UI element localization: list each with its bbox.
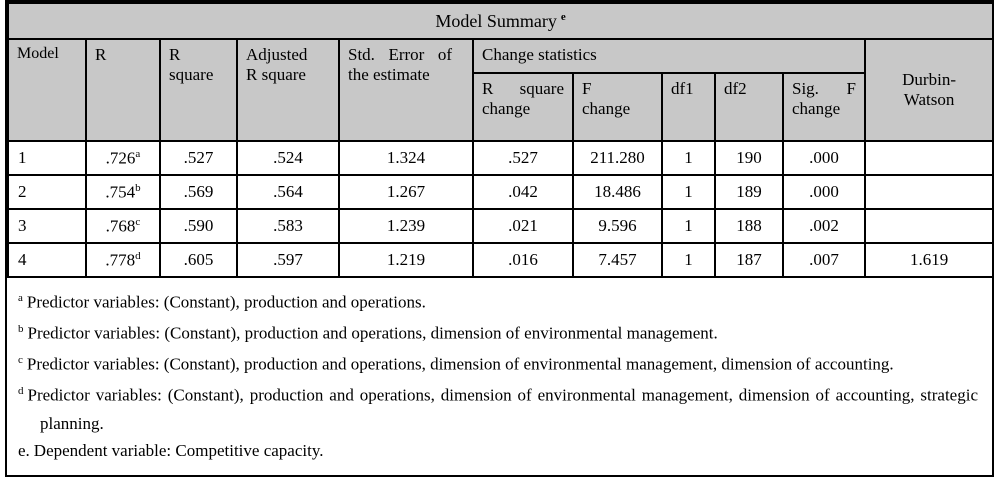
header-sig-f-change: Sig. F change <box>782 72 866 142</box>
cell-adjusted-r-square: .583 <box>236 208 340 244</box>
cell-r: .726a <box>85 140 161 176</box>
cell-std-error: 1.219 <box>338 242 474 278</box>
footnote-c-text: Predictor variables: (Constant), product… <box>26 354 894 374</box>
cell-sig-f-change: .002 <box>782 208 866 244</box>
header-adjusted-r-square: Adjusted R square <box>236 38 340 142</box>
header-r-square: R square <box>159 38 238 142</box>
cell-df2: 190 <box>714 140 784 176</box>
cell-r-square: .605 <box>159 242 238 278</box>
header-r-square-change: R square change <box>472 72 574 142</box>
cell-std-error: 1.267 <box>338 174 474 210</box>
footnotes-section: a Predictor variables: (Constant), produc… <box>7 278 992 465</box>
cell-df1: 1 <box>661 174 716 210</box>
table-title-text: Model Summary <box>435 10 557 31</box>
table-title-superscript: e <box>560 10 566 23</box>
predictor-footnote-ref: a <box>135 147 141 160</box>
predictor-footnote-ref: c <box>135 215 141 228</box>
header-band-row: Model R R square Adjusted R square Std. … <box>7 38 995 142</box>
cell-std-error: 1.324 <box>338 140 474 176</box>
predictor-footnote-ref: b <box>135 181 141 194</box>
cell-df2: 187 <box>714 242 784 278</box>
cell-df1: 1 <box>661 208 716 244</box>
cell-model: 4 <box>7 242 87 278</box>
footnote-a-text: Predictor variables: (Constant), product… <box>26 292 426 312</box>
cell-durbin-watson: 1.619 <box>863 242 995 278</box>
title-row: Model Summary e <box>6 2 995 40</box>
cell-r-square-change: .042 <box>472 174 574 210</box>
table-row: 1 .726a .527 .524 1.324 .527 211.280 1 1… <box>7 140 995 176</box>
header-std-error: Std. Error of the estimate <box>338 38 474 142</box>
header-model: Model <box>7 38 87 142</box>
cell-r: .754b <box>85 174 161 210</box>
footnote-e: e. Dependent variable: Competitive capaci… <box>18 437 978 465</box>
header-subrow: R square change F change df1 df2 Sig. F … <box>8 72 993 142</box>
cell-f-change: 9.596 <box>572 208 663 244</box>
footnote-e-text: Dependent variable: Competitive capacity… <box>33 441 324 461</box>
footnote-b: b Predictor variables: (Constant), produc… <box>18 316 978 347</box>
cell-std-error: 1.239 <box>338 208 474 244</box>
header-change-statistics: Change statistics <box>472 38 866 74</box>
cell-adjusted-r-square: .524 <box>236 140 340 176</box>
cell-adjusted-r-square: .564 <box>236 174 340 210</box>
cell-r: .778d <box>85 242 161 278</box>
cell-df2: 189 <box>714 174 784 210</box>
footnote-b-marker: b <box>18 323 24 336</box>
model-summary-table: Model Summary e Model R R square Adjusted… <box>6 2 995 278</box>
footnote-d: d Predictor variables: (Constant), produc… <box>18 378 978 437</box>
cell-model: 3 <box>7 208 87 244</box>
footnote-b-text: Predictor variables: (Constant), product… <box>27 323 718 343</box>
cell-durbin-watson <box>863 174 995 210</box>
header-df1: df1 <box>661 72 716 142</box>
cell-df1: 1 <box>661 140 716 176</box>
footnote-e-marker: e. <box>18 441 30 461</box>
cell-f-change: 7.457 <box>572 242 663 278</box>
table-row: 4 .778d .605 .597 1.219 .016 7.457 1 187… <box>7 242 995 278</box>
header-durbin-watson: Durbin-Watson <box>863 38 995 142</box>
header-f-change: F change <box>572 72 663 142</box>
cell-model: 2 <box>7 174 87 210</box>
cell-r-square: .569 <box>159 174 238 210</box>
cell-r-square-change: .021 <box>472 208 574 244</box>
cell-durbin-watson <box>863 140 995 176</box>
predictor-footnote-ref: d <box>135 249 141 262</box>
cell-sig-f-change: .000 <box>782 174 866 210</box>
cell-sig-f-change: .007 <box>782 242 866 278</box>
cell-df2: 188 <box>714 208 784 244</box>
footnote-a-marker: a <box>18 292 23 304</box>
cell-durbin-watson <box>863 208 995 244</box>
footnote-c-marker: c <box>18 354 23 367</box>
cell-f-change: 18.486 <box>572 174 663 210</box>
cell-df1: 1 <box>661 242 716 278</box>
table-outer-frame: Model Summary e Model R R square Adjusted… <box>5 0 995 477</box>
footnote-d-marker: d <box>18 385 24 398</box>
cell-model: 1 <box>7 140 87 176</box>
cell-f-change: 211.280 <box>572 140 663 176</box>
footnote-a: a Predictor variables: (Constant), produc… <box>18 285 978 316</box>
cell-adjusted-r-square: .597 <box>236 242 340 278</box>
cell-r: .768c <box>85 208 161 244</box>
footnote-d-text: Predictor variables: (Constant), product… <box>27 386 979 433</box>
cell-r-square-change: .016 <box>472 242 574 278</box>
cell-sig-f-change: .000 <box>782 140 866 176</box>
table-row: 2 .754b .569 .564 1.267 .042 18.486 1 18… <box>7 174 995 210</box>
cell-r-square: .590 <box>159 208 238 244</box>
table-row: 3 .768c .590 .583 1.239 .021 9.596 1 188… <box>7 208 995 244</box>
cell-r-square: .527 <box>159 140 238 176</box>
cell-r-square-change: .527 <box>472 140 574 176</box>
header-r: R <box>85 38 161 142</box>
footnote-c: c Predictor variables: (Constant), produc… <box>18 347 978 378</box>
table-title: Model Summary e <box>6 2 995 40</box>
header-df2: df2 <box>714 72 784 142</box>
